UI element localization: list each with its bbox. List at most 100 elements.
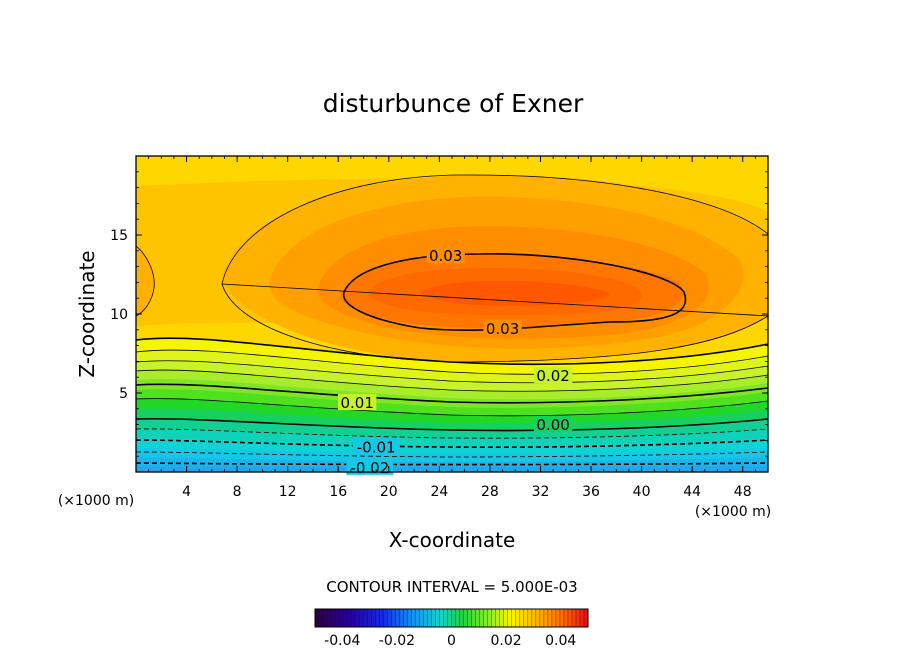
colorbar-segment	[459, 609, 464, 627]
colorbar-segment	[511, 609, 517, 627]
contour-label-bg	[533, 416, 573, 433]
colorbar-segment	[331, 609, 336, 627]
contour-label: 0.00	[536, 416, 569, 434]
colorbar-segment	[339, 609, 344, 627]
contour-label: 0.01	[340, 394, 373, 412]
contour-label: -0.02	[350, 459, 389, 477]
colorbar-segment	[523, 609, 529, 627]
colorbar-segment	[527, 609, 533, 627]
colorbar-segment	[395, 609, 400, 627]
contour-interval: CONTOUR INTERVAL = 5.000E-03	[326, 578, 577, 596]
contour-line-m0.005	[135, 428, 769, 439]
x-unit-right: (×1000 m)	[695, 504, 771, 520]
colorbar-segment	[503, 609, 509, 627]
colorbar-segment	[439, 609, 444, 627]
x-tick-label: 32	[532, 484, 550, 500]
colorbar-segment	[443, 609, 448, 627]
contour-label-bg	[426, 247, 465, 264]
colorbar-segment	[415, 609, 420, 627]
colorbar-segment	[567, 609, 573, 627]
colorbar-segment	[531, 609, 537, 627]
y-axis: 5 10 15	[110, 171, 768, 457]
colorbar-segment	[535, 609, 541, 627]
colorbar-segment	[579, 609, 585, 627]
x-tick-label: 4	[182, 484, 191, 500]
colorbar-tick-label: 0.04	[545, 633, 576, 649]
colorbar-segment	[407, 609, 412, 627]
contour-line-0.025	[221, 174, 770, 363]
x-tick-label: 48	[734, 484, 752, 500]
colorbar-segment	[363, 609, 368, 627]
colorbar-segment	[343, 609, 348, 627]
contour-line-m0.020	[135, 462, 769, 466]
colorbar-segment	[359, 609, 364, 627]
x-tick-label: 36	[582, 484, 600, 500]
colorbar-segment	[555, 609, 561, 627]
colorbar-segment	[383, 609, 388, 627]
contour-line-0.010	[135, 383, 769, 404]
contour-label-bg	[352, 438, 400, 455]
colorbar-segment	[495, 609, 500, 627]
colorbar-segment	[467, 609, 472, 627]
colorbar-segment	[583, 609, 589, 627]
contour-line-0.015	[135, 360, 769, 384]
x-tick-label: 44	[683, 484, 701, 500]
contour-line-edge	[135, 245, 155, 317]
chart-title: disturbunce of Exner	[323, 89, 584, 118]
contour-line-m0.015	[135, 451, 769, 458]
colorbar-segment	[371, 609, 376, 627]
colorbar-segment	[543, 609, 549, 627]
colorbar-segment	[367, 609, 372, 627]
contour-line-0.005	[135, 398, 769, 417]
colorbar-segment	[455, 609, 460, 627]
colorbar-segment	[483, 609, 488, 627]
colorbar-segment	[355, 609, 360, 627]
colorbar-segment	[423, 609, 428, 627]
x-tick-label: 8	[233, 484, 242, 500]
contour-label: 0.03	[486, 320, 519, 338]
colorbar-segment	[551, 609, 557, 627]
colorbar-ticks: -0.04 -0.02 0 0.02 0.04	[324, 633, 576, 649]
colorbar-tick-label: 0	[447, 633, 456, 649]
colorbar-segment	[499, 609, 504, 627]
colorbar-segment	[335, 609, 340, 627]
y-tick-label: 5	[119, 386, 128, 402]
contour-lines	[135, 174, 770, 466]
contour-label: 0.02	[536, 367, 569, 385]
colorbar-tick-label: 0.02	[491, 633, 522, 649]
x-unit-left: (×1000 m)	[58, 493, 134, 509]
contour-line-0.0125	[135, 369, 769, 392]
colorbar-segment	[327, 609, 332, 627]
colorbar-segment	[403, 609, 408, 627]
band-upper-7	[420, 280, 610, 306]
colorbar-segment	[479, 609, 484, 627]
colorbar-segment	[315, 609, 320, 627]
contour-label-bg	[338, 394, 377, 411]
colorbar	[314, 608, 589, 628]
colorbar-segment	[379, 609, 384, 627]
colorbar-segment	[507, 609, 513, 627]
x-tick-label: 28	[481, 484, 499, 500]
x-tick-label: 40	[633, 484, 651, 500]
plot-area: 0.03 0.03 0.02 0.01 0.00 -0.01 -0.02	[135, 155, 770, 477]
colorbar-segment	[487, 609, 492, 627]
contour-line-0.0175	[135, 349, 769, 375]
x-tick-label: 12	[279, 484, 297, 500]
colorbar-tick-label: -0.04	[324, 633, 360, 649]
colorbar-segment	[431, 609, 436, 627]
y-tick-label: 15	[110, 228, 128, 244]
contour-line-0.000	[135, 417, 769, 432]
colorbar-segment	[571, 609, 577, 627]
colorbar-segment	[387, 609, 392, 627]
colorbar-segment	[375, 609, 380, 627]
colorbar-segment	[519, 609, 525, 627]
colorbar-segment	[559, 609, 565, 627]
colorbar-segment	[351, 609, 356, 627]
contour-line-m0.010	[135, 439, 769, 448]
colorbar-segment	[451, 609, 456, 627]
colorbar-segment	[419, 609, 424, 627]
x-axis: 4 8 12 16 20 24 28 32 36 40 44 48	[148, 156, 756, 500]
colorbar-segment	[515, 609, 521, 627]
colorbar-segment	[347, 609, 352, 627]
colorbar-frame	[314, 608, 589, 628]
